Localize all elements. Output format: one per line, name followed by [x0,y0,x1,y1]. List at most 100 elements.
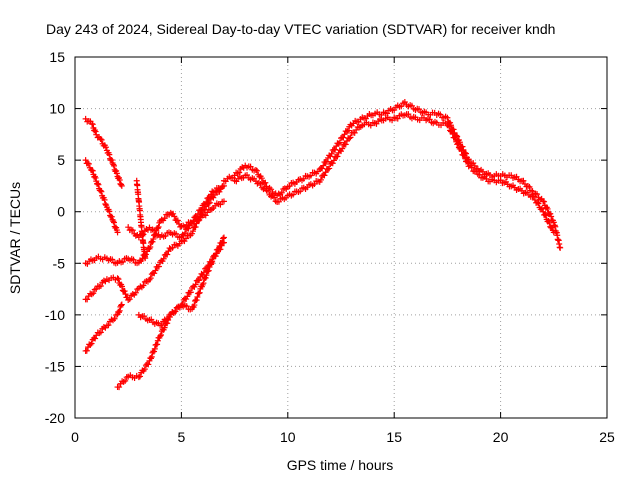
data-point [265,188,272,195]
data-point [236,169,243,176]
data-point [114,275,121,282]
data-point [198,206,205,213]
data-point [520,177,527,184]
data-point [116,177,123,184]
data-point [202,274,209,281]
data-point [132,289,139,296]
data-point [212,250,219,257]
data-point [458,148,465,155]
data-point [194,293,201,300]
data-point [118,181,125,188]
data-point [454,141,461,148]
data-point [546,219,553,226]
data-point [323,158,330,165]
data-point [192,281,199,288]
data-point [405,111,412,118]
data-point [106,208,113,215]
data-point [205,267,212,274]
data-point [212,188,219,195]
data-point [542,212,549,219]
data-point [114,229,121,236]
data-point [82,157,89,164]
data-point [416,106,423,113]
data-point [320,162,327,169]
data-point [116,307,123,314]
data-point [90,290,97,297]
data-point [141,366,148,373]
data-point [215,246,222,253]
data-point [329,160,336,167]
data-point [290,191,297,198]
data-point [174,217,181,224]
data-point [122,291,129,298]
data-point [171,213,178,220]
data-point [334,153,341,160]
data-point [189,228,196,235]
data-point [218,240,225,247]
data-point [336,139,343,146]
data-point [135,374,142,381]
data-point [220,198,227,205]
data-point [111,315,118,322]
data-point [317,176,324,183]
x-tick-label: 5 [178,429,186,445]
data-point [426,116,433,123]
data-point [220,234,227,241]
data-point [89,167,96,174]
x-tick-label: 0 [71,429,79,445]
x-tick-label: 25 [599,429,615,445]
data-point [190,218,197,225]
y-tick-label: -20 [45,410,65,426]
data-point [97,329,104,336]
data-point [252,166,259,173]
data-point [92,128,99,135]
data-point [119,258,126,265]
data-point [526,183,533,190]
data-point [84,160,91,167]
data-point [191,302,198,309]
y-axis-label: SDTVAR / TECUs [7,182,23,294]
data-point [335,140,342,147]
data-point [183,303,190,310]
data-point [108,157,115,164]
data-point [194,210,201,217]
series-track-main [220,98,564,251]
data-point [216,188,223,195]
data-point [98,188,105,195]
data-point [220,235,227,242]
data-point [347,134,354,141]
data-point [169,244,176,251]
data-point [307,172,314,179]
data-point [206,199,213,206]
data-point [557,244,564,251]
data-point [196,216,203,223]
y-tick-label: -10 [45,307,65,323]
data-point [200,280,207,287]
data-point [193,213,200,220]
data-point [97,136,104,143]
data-point [540,208,547,215]
x-tick-label: 15 [386,429,402,445]
data-point [151,345,158,352]
data-point [271,194,278,201]
data-point [130,256,137,263]
data-point [455,140,462,147]
data-point [173,230,180,237]
data-point [398,103,405,110]
data-point [111,219,118,226]
data-point [126,296,133,303]
x-tick-label: 10 [280,429,296,445]
y-tick-label: -15 [45,358,65,374]
data-point [115,276,122,283]
data-point [275,198,282,205]
data-point [85,160,92,167]
data-point [154,225,161,232]
chart-title: Day 243 of 2024, Sidereal Day-to-day VTE… [46,21,555,37]
data-point [106,151,113,158]
data-point [118,301,125,308]
data-point [343,128,350,135]
data-point [208,260,215,267]
data-point [342,141,349,148]
data-point [172,308,179,315]
